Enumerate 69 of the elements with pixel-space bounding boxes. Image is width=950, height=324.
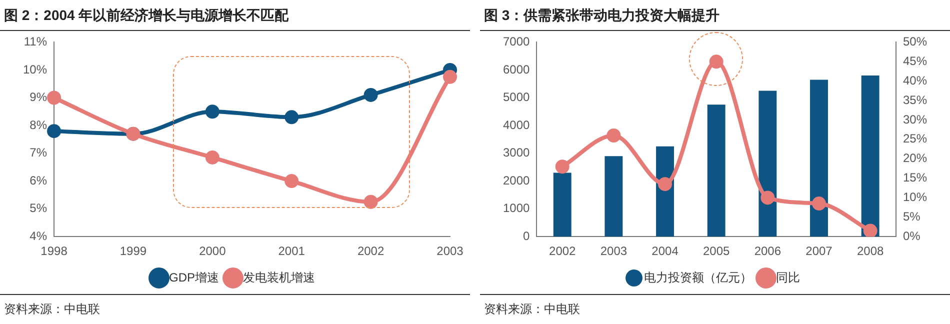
legend-label: 电力投资额（亿元）: [644, 270, 752, 284]
point: [812, 196, 826, 211]
point: [47, 90, 62, 105]
x-tick-label: 1999: [120, 244, 147, 258]
bar: [861, 76, 880, 237]
point: [284, 110, 299, 124]
point: [205, 150, 220, 164]
x-tick-label: 2004: [652, 244, 679, 258]
y2-tick-label: 50%: [902, 34, 928, 49]
x-tick-label: 2003: [436, 244, 464, 258]
point: [606, 128, 621, 143]
point: [658, 177, 672, 192]
y2-tick-label: 5%: [902, 209, 921, 224]
y2-tick-label: 20%: [902, 151, 928, 166]
point: [284, 174, 299, 188]
y2-tick-label: 10%: [902, 190, 928, 204]
y-tick-label: 6000: [502, 62, 530, 76]
point: [364, 194, 378, 209]
x-tick-label: 2007: [806, 244, 833, 258]
legend-label: 发电装机增速: [243, 270, 315, 284]
y-tick-label: 6%: [30, 173, 48, 188]
bar: [553, 172, 572, 237]
y-tick-label: 9%: [30, 90, 48, 104]
y2-tick-label: 30%: [902, 112, 928, 126]
y-tick-label: 5000: [502, 90, 530, 104]
point: [205, 104, 220, 119]
x-tick-label: 2000: [199, 244, 226, 258]
y-tick-label: 1000: [502, 201, 530, 216]
y-tick-label: 11%: [24, 34, 48, 49]
point: [443, 70, 457, 84]
text: 资料来源：中电联: [480, 294, 950, 324]
point: [760, 190, 775, 205]
y-tick-label: 5%: [30, 201, 48, 216]
bar: [707, 104, 726, 237]
y2-tick-label: 0%: [902, 228, 921, 243]
x-tick-label: 2008: [856, 244, 884, 258]
point: [47, 124, 62, 138]
x-tick-label: 2006: [754, 244, 782, 258]
y-tick-label: 3000: [502, 146, 530, 160]
y2-tick-label: 25%: [902, 132, 928, 146]
y-tick-label: 0: [523, 228, 530, 243]
y2-tick-label: 35%: [902, 92, 928, 107]
x-tick-label: 2005: [702, 244, 730, 258]
y-tick-label: 10%: [22, 62, 48, 76]
bar: [604, 156, 623, 237]
y2-tick-label: 45%: [902, 54, 928, 68]
y-tick-label: 7%: [30, 146, 48, 160]
text: 资料来源：中电联: [0, 294, 470, 324]
y2-tick-label: 15%: [902, 170, 928, 185]
y-tick-label: 4000: [502, 118, 530, 132]
bar: [810, 80, 828, 237]
y2-tick-label: 40%: [902, 73, 928, 88]
point: [555, 160, 570, 174]
chart-title: 图 2：2004 年以前经济增长与电源增长不匹配: [0, 0, 470, 31]
y-tick-label: 4%: [30, 228, 48, 243]
x-tick-label: 2002: [357, 244, 384, 258]
y-tick-label: 7000: [502, 34, 530, 49]
point: [364, 88, 378, 102]
legend-label: GDP增速: [169, 270, 220, 284]
x-tick-label: 2001: [278, 244, 306, 258]
y-tick-label: 8%: [30, 118, 48, 132]
legend-label: 同比: [776, 270, 800, 284]
chart-title: 图 3：供需紧张带动电力投资大幅提升: [480, 0, 950, 31]
bar: [758, 90, 777, 237]
x-tick-label: 2002: [549, 244, 576, 258]
x-tick-label: 1998: [40, 244, 68, 258]
y-tick-label: 2000: [502, 173, 530, 188]
x-tick-label: 2003: [600, 244, 628, 258]
point: [863, 224, 878, 237]
